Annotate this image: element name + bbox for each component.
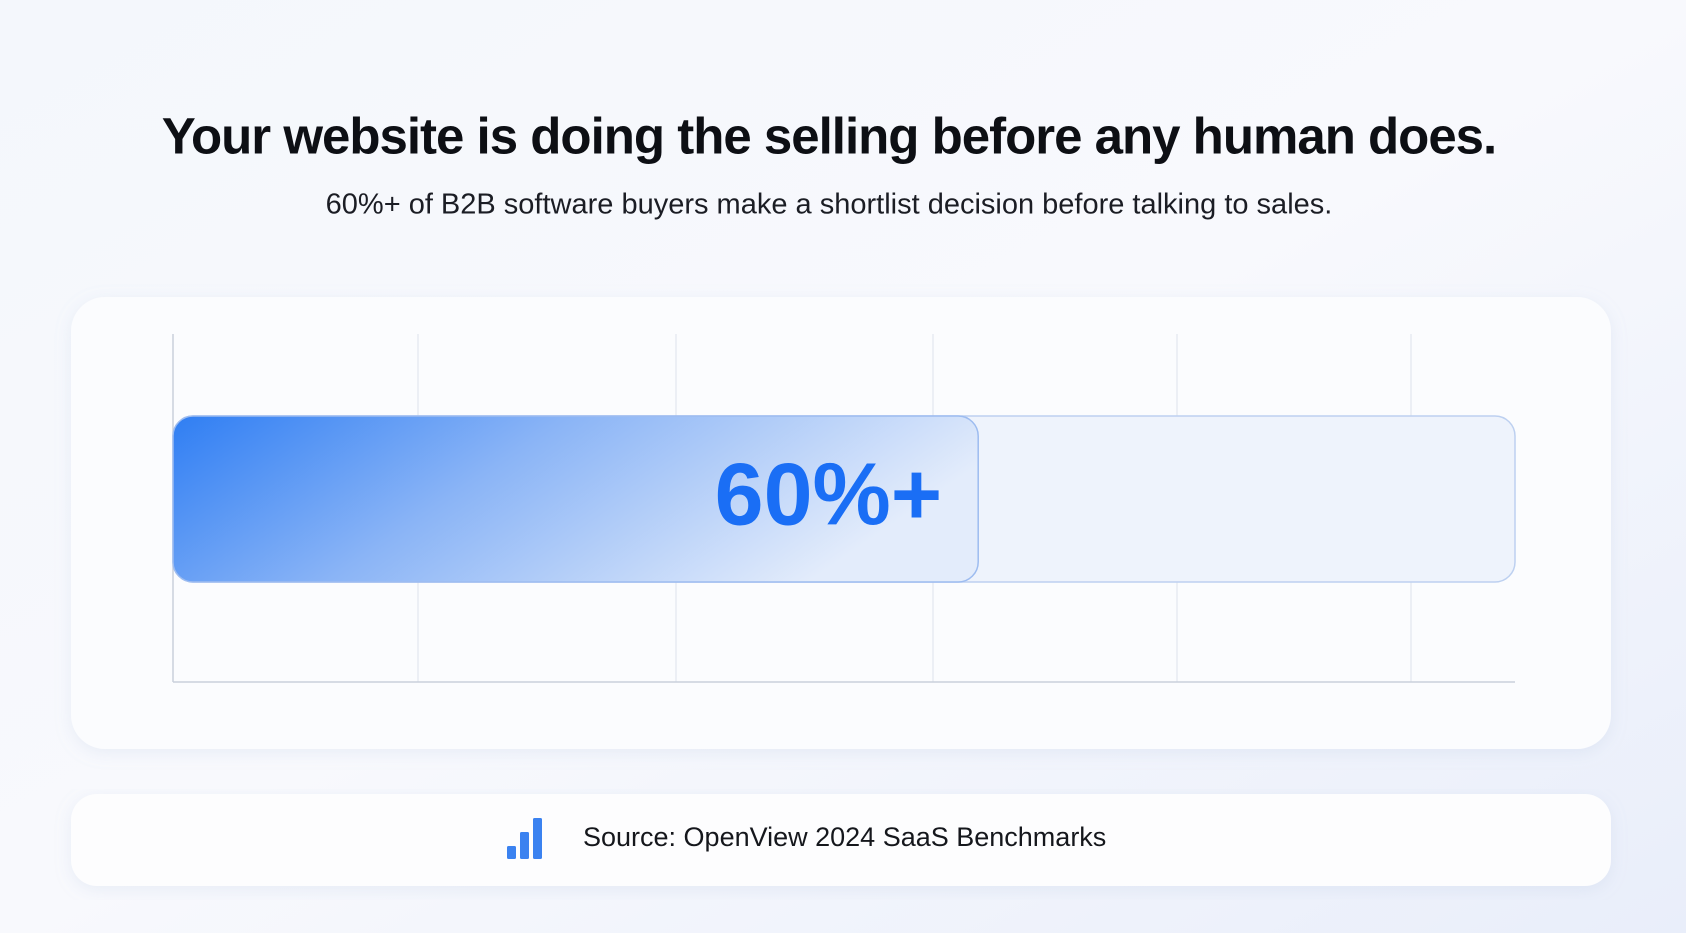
value-label: 60%+ xyxy=(715,444,943,543)
source-text: Source: OpenView 2024 SaaS Benchmarks xyxy=(583,822,1106,852)
chart-title: Your website is doing the selling before… xyxy=(162,107,1496,164)
bar xyxy=(172,415,979,583)
chart-subtitle: 60%+ of B2B software buyers make a short… xyxy=(326,189,1333,221)
source-card xyxy=(71,794,1611,886)
source-icon xyxy=(507,818,542,859)
marks: 60%+ xyxy=(172,415,979,583)
